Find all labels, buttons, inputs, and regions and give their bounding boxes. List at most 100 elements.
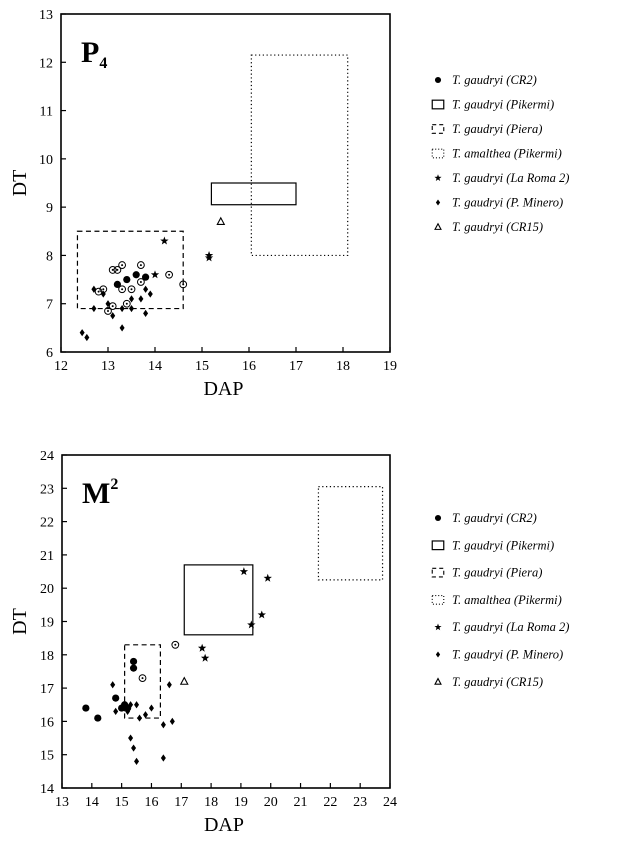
data-point-ring xyxy=(113,266,122,274)
x-tick-label: 20 xyxy=(264,795,278,810)
data-point xyxy=(160,721,166,729)
x-tick-label: 17 xyxy=(289,359,303,374)
data-point xyxy=(171,640,180,649)
data-point xyxy=(118,285,126,294)
legend-label: T. gaudryi (Pikermi) xyxy=(452,98,554,112)
legend-marker xyxy=(434,222,442,230)
data-point-ring xyxy=(137,261,145,269)
legend-label: T. gaudryi (Piera) xyxy=(452,122,542,136)
data-point xyxy=(105,300,111,308)
y-tick-label: 16 xyxy=(40,715,54,730)
data-point xyxy=(134,757,140,765)
data-point xyxy=(94,714,102,722)
y-tick-label: 15 xyxy=(40,749,54,764)
legend-label: T. gaudryi (Pikermi) xyxy=(452,538,554,552)
data-point xyxy=(179,280,188,289)
chart-m2: 13 14 15 16 17 18 19 20 21 22 23 241415161718192021… xyxy=(9,449,397,836)
data-point xyxy=(129,657,138,666)
data-point-ring xyxy=(137,278,145,286)
data-point xyxy=(216,216,226,225)
x-tick-label: 19 xyxy=(383,359,397,374)
data-point xyxy=(143,285,149,293)
legend-label: T. gaudryi (CR15) xyxy=(452,675,543,689)
data-point xyxy=(247,620,256,629)
x-tick-label: 21 xyxy=(294,795,308,810)
y-tick-label: 18 xyxy=(40,649,54,664)
data-point-dot xyxy=(111,305,114,308)
data-point xyxy=(123,275,131,284)
data-point xyxy=(165,270,174,279)
data-point xyxy=(197,643,207,652)
data-point-ring xyxy=(122,299,131,308)
y-axis-label: DT xyxy=(9,170,31,197)
data-point xyxy=(132,271,140,279)
legend-marker xyxy=(435,199,441,206)
data-point xyxy=(91,304,97,313)
x-tick-label: 14 xyxy=(148,359,162,374)
data-point-dot xyxy=(111,268,114,271)
legend-p4: T. gaudryi (CR2) T. gaudryi (Pikermi) T. g… xyxy=(431,73,569,234)
plot-frame xyxy=(60,13,391,353)
data-point xyxy=(142,273,150,281)
range-box xyxy=(183,564,254,636)
legend-label: T. gaudryi (CR15) xyxy=(452,220,543,234)
y-tick-label: 21 xyxy=(40,549,54,564)
y-tick-label: 13 xyxy=(39,8,53,23)
data-point-dot xyxy=(121,288,124,291)
data-point xyxy=(166,681,172,689)
panel-subscript: 4 xyxy=(99,55,107,72)
legend-label: T. gaudryi (Piera) xyxy=(452,566,542,580)
data-point-ring xyxy=(108,302,117,311)
data-point-dot xyxy=(141,677,144,680)
data-point xyxy=(104,307,112,315)
y-tick-label: 9 xyxy=(46,201,53,216)
y-tick-label: 20 xyxy=(40,582,54,597)
data-point xyxy=(91,285,97,293)
range-box xyxy=(124,644,161,719)
y-axis-label: DT xyxy=(9,608,31,635)
data-point xyxy=(118,261,126,269)
y-tick-label: 6 xyxy=(46,346,53,361)
data-point xyxy=(128,701,134,709)
data-point xyxy=(119,304,125,313)
range-box xyxy=(76,230,184,310)
x-tick-label: 19 xyxy=(234,795,248,810)
data-point xyxy=(169,717,175,725)
data-point-ring xyxy=(108,266,117,274)
data-point-dot xyxy=(174,643,177,646)
data-point xyxy=(257,610,266,619)
data-point-dot xyxy=(182,283,185,286)
data-point xyxy=(147,290,153,298)
data-point xyxy=(131,744,137,752)
y-tick-label: 7 xyxy=(46,298,53,313)
data-point xyxy=(108,302,117,311)
data-point xyxy=(179,676,189,685)
x-tick-label: 15 xyxy=(195,359,209,374)
data-point xyxy=(129,304,134,313)
data-point xyxy=(84,333,90,342)
data-point xyxy=(82,704,90,712)
x-tick-label: 17 xyxy=(174,795,188,810)
x-tick-label: 18 xyxy=(336,359,350,374)
legend-marker xyxy=(435,651,441,658)
data-point-dot xyxy=(168,273,171,276)
legend-label: T. gaudryi (La Roma 2) xyxy=(452,620,569,634)
range-box xyxy=(317,486,384,581)
x-tick-label: 23 xyxy=(353,795,367,810)
data-point xyxy=(122,299,131,308)
data-point xyxy=(129,295,134,303)
y-tick-label: 11 xyxy=(40,105,53,120)
data-point xyxy=(137,278,145,286)
legend-marker xyxy=(434,677,442,685)
data-point-dot xyxy=(97,290,100,293)
legend-marker xyxy=(434,174,442,182)
x-tick-label: 14 xyxy=(85,795,99,810)
data-point-dot xyxy=(125,302,128,305)
data-point xyxy=(138,674,147,683)
legend-m2: T. gaudryi (CR2) T. gaudryi (Pikermi) T. g… xyxy=(431,511,569,689)
x-tick-label: 12 xyxy=(54,359,68,374)
data-point xyxy=(138,295,144,303)
y-tick-label: 8 xyxy=(46,249,53,264)
